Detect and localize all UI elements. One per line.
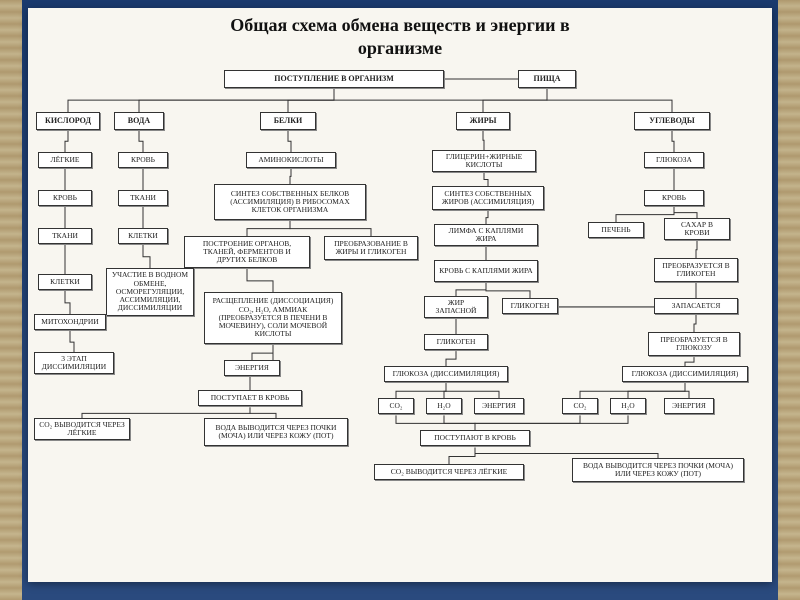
- node-water_out2: ВОДА ВЫВОДИТСЯ ЧЕРЕЗ ПОЧКИ (МОЧА) ИЛИ ЧЕ…: [572, 458, 744, 482]
- node-cells2: КЛЕТКИ: [38, 274, 92, 290]
- edge-into_blood-co2_lungs2: [449, 447, 475, 465]
- node-carbs: УГЛЕВОДЫ: [634, 112, 710, 130]
- node-to_glycogen: ПРЕОБРАЗУЕТСЯ В ГЛИКОГЕН: [654, 258, 738, 282]
- node-synth_prot: СИНТЕЗ СОБСТВЕННЫХ БЕЛКОВ (АССИМИЛЯЦИЯ) …: [214, 184, 366, 220]
- node-gluc_dissoc2: ГЛЮКОЗА (ДИССИМИЛЯЦИЯ): [622, 366, 748, 382]
- node-glucose: ГЛЮКОЗА: [644, 152, 704, 168]
- edge-gluc_dissoc-co2a: [396, 383, 446, 399]
- node-tissues1: ТКАНИ: [118, 190, 168, 206]
- node-water: ВОДА: [114, 112, 164, 130]
- edge-cells-water_exch: [143, 245, 150, 269]
- node-blood2: КРОВЬ: [38, 190, 92, 206]
- node-lungs1: ЛЁГКИЕ: [38, 152, 92, 168]
- node-blood3: КРОВЬ: [644, 190, 704, 206]
- edge-proteins-amino: [288, 130, 291, 152]
- node-energy1: ЭНЕРГИЯ: [224, 360, 280, 376]
- edge-dissoc-energy1: [252, 345, 273, 361]
- edge-blood3-sugar_blood: [674, 207, 697, 219]
- edge-cells2-mito: [65, 291, 70, 315]
- flowchart-canvas: ПОСТУПЛЕНИЕ В ОРГАНИЗМ ПИЩА КИСЛОРОД ВОДА БЕ…: [28, 64, 772, 582]
- node-liver: ПЕЧЕНЬ: [588, 222, 644, 238]
- node-co2b: CO₂: [562, 398, 598, 414]
- edge-food-proteins: [288, 88, 547, 112]
- edge-gluc_dissoc2-h2ob: [628, 383, 685, 399]
- node-amino: АМИНОКИСЛОТЫ: [246, 152, 336, 168]
- edge-synth_prot-to_fat_glyc: [290, 221, 371, 237]
- node-glycogen1: ГЛИКОГЕН: [502, 298, 558, 314]
- node-energya: ЭНЕРГИЯ: [474, 398, 524, 414]
- node-glycogen2: ГЛИКОГЕН: [424, 334, 488, 350]
- node-mito: МИТОХОНДРИИ: [34, 314, 106, 330]
- edge-h2oa-into_blood: [444, 415, 475, 431]
- edge-amino-synth_prot: [290, 168, 291, 184]
- edge-glycogen2-gluc_dissoc: [446, 351, 456, 367]
- edge-stored-to_glucose: [694, 315, 696, 333]
- edge-oxygen-lungs1: [65, 130, 68, 152]
- title-line-1: Общая схема обмена веществ и энергии в: [230, 15, 569, 35]
- node-co2_lungs: CO₂ ВЫВОДИТСЯ ЧЕРЕЗ ЛЁГКИЕ: [34, 418, 130, 440]
- node-blood1: КРОВЬ: [118, 152, 168, 168]
- node-cells: КЛЕТКИ: [118, 228, 168, 244]
- edge-fats-glyc_fatty: [483, 130, 484, 150]
- edge-synth_fat-lymph_fat: [486, 211, 488, 225]
- edge-blood_fat-glycogen1: [486, 283, 530, 299]
- node-glyc_fatty: ГЛИЦЕРИН+ЖИРНЫЕ КИСЛОТЫ: [432, 150, 536, 172]
- node-synth_fat: СИНТЕЗ СОБСТВЕННЫХ ЖИРОВ (АССИМИЛЯЦИЯ): [432, 186, 544, 210]
- node-water_exch: УЧАСТИЕ В ВОДНОМ ОБМЕНЕ, ОСМОРЕГУЛЯЦИИ, …: [106, 268, 194, 316]
- node-stored: ЗАПАСАЕТСЯ: [654, 298, 738, 314]
- node-water_out: ВОДА ВЫВОДИТСЯ ЧЕРЕЗ ПОЧКИ (МОЧА) ИЛИ ЧЕ…: [204, 418, 348, 446]
- decorative-border-left: [0, 0, 22, 600]
- diagram-sheet: Общая схема обмена веществ и энергии в о…: [28, 8, 772, 582]
- node-h2ob: H₂O: [610, 398, 646, 414]
- edge-synth_prot-build_org: [247, 221, 290, 237]
- edge-gluc_dissoc-energya: [446, 383, 499, 399]
- node-fats: ЖИРЫ: [456, 112, 510, 130]
- title-line-2: организме: [358, 38, 442, 58]
- node-h2oa: H₂O: [426, 398, 462, 414]
- node-proteins: БЕЛКИ: [260, 112, 316, 130]
- edge-sugar_blood-to_glycogen: [696, 241, 697, 259]
- node-build_org: ПОСТРОЕНИЕ ОРГАНОВ, ТКАНЕЙ, ФЕРМЕНТОВ И …: [184, 236, 310, 268]
- node-lymph_fat: ЛИМФА С КАПЛЯМИ ЖИРА: [434, 224, 538, 246]
- node-tissues2: ТКАНИ: [38, 228, 92, 244]
- node-stage3: 3 ЭТАП ДИССИМИЛЯЦИИ: [34, 352, 114, 374]
- edge-glyc_fatty-synth_fat: [484, 172, 488, 186]
- node-energyb: ЭНЕРГИЯ: [664, 398, 714, 414]
- node-to_fat_glyc: ПРЕОБРАЗОВАНИЕ В ЖИРЫ И ГЛИКОГЕН: [324, 236, 418, 260]
- node-gluc_dissoc: ГЛЮКОЗА (ДИССИМИЛЯЦИЯ): [384, 366, 508, 382]
- node-blood_fat: КРОВЬ С КАПЛЯМИ ЖИРА: [434, 260, 538, 282]
- edge-carbs-glucose: [672, 130, 674, 152]
- node-sugar_blood: САХАР В КРОВИ: [664, 218, 730, 240]
- decorative-border-right: [778, 0, 800, 600]
- node-dissoc: РАСЩЕПЛЕНИЕ (ДИССОЦИАЦИЯ) CO₂, H₂O, АММИ…: [204, 292, 342, 344]
- edge-h2ob-into_blood: [475, 415, 628, 431]
- edge-water-blood1: [139, 130, 143, 152]
- node-co2_lungs2: CO₂ ВЫВОДИТСЯ ЧЕРЕЗ ЛЁГКИЕ: [374, 464, 524, 480]
- page-title: Общая схема обмена веществ и энергии в о…: [28, 14, 772, 59]
- node-oxygen: КИСЛОРОД: [36, 112, 100, 130]
- node-food: ПИЩА: [518, 70, 576, 88]
- node-into_blood: ПОСТУПАЮТ В КРОВЬ: [420, 430, 530, 446]
- node-to_glucose: ПРЕОБРАЗУЕТСЯ В ГЛЮКОЗУ: [648, 332, 740, 356]
- edge-blood_fat-fat_store: [456, 283, 486, 297]
- edge-build_org-dissoc: [247, 269, 273, 293]
- edge-gluc_dissoc2-energyb: [685, 383, 689, 399]
- edge-mito-stage3: [70, 331, 74, 353]
- node-intake: ПОСТУПЛЕНИЕ В ОРГАНИЗМ: [224, 70, 444, 88]
- node-to_blood: ПОСТУПАЕТ В КРОВЬ: [198, 390, 302, 406]
- edge-food-carbs: [547, 88, 672, 112]
- node-fat_store: ЖИР ЗАПАСНОЙ: [424, 296, 488, 318]
- node-co2a: CO₂: [378, 398, 414, 414]
